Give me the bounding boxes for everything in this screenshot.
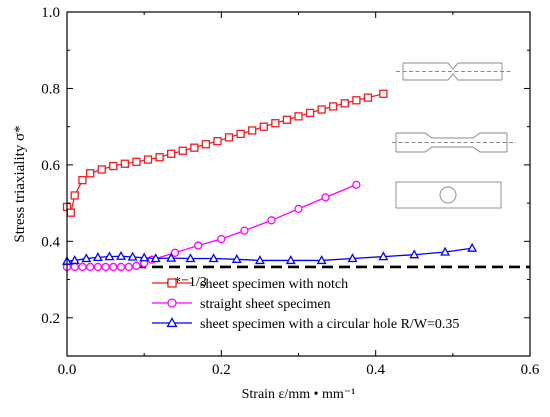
- x-tick-label: 0.2: [212, 362, 231, 378]
- series-3-point: [139, 252, 150, 262]
- series-2-point: [352, 180, 361, 189]
- legend-label-2: straight sheet specimen: [200, 297, 331, 312]
- series-1-point: [132, 157, 141, 166]
- series-1-point: [248, 126, 257, 135]
- series-3-point: [440, 246, 451, 256]
- series-3-point: [409, 249, 420, 259]
- series-1-point: [78, 176, 87, 185]
- series-3-point: [208, 253, 219, 263]
- series-2-point: [321, 193, 330, 202]
- y-tick-label: 0.6: [41, 158, 60, 174]
- series-2-point: [170, 248, 180, 257]
- series-1-point: [201, 140, 211, 149]
- legend-label-3: sheet specimen with a circular hole R/W=…: [200, 317, 459, 332]
- series-2-point: [86, 262, 95, 272]
- series-1-point: [363, 93, 373, 102]
- series-3-point: [378, 251, 389, 261]
- series-2-point: [240, 226, 249, 235]
- series-1-point: [259, 122, 268, 131]
- y-axis-label: Stress triaxiality σ*: [12, 125, 28, 242]
- series-2-point: [109, 262, 118, 272]
- series-2-point: [132, 261, 141, 270]
- straight-specimen-sketch: [392, 132, 516, 153]
- x-tick-label: 0.6: [521, 362, 540, 378]
- series-1-point: [329, 102, 338, 111]
- series-3-point: [231, 253, 242, 263]
- series-3-point: [104, 251, 115, 261]
- series-3-point: [166, 252, 177, 262]
- series-2-point: [124, 262, 133, 272]
- series-2-point: [78, 262, 87, 272]
- axes: 0.0 0.2 0.4 0.6 0.2 0.4 0.6 0.8 1.0 Strain ε/mm •…: [12, 5, 540, 402]
- series-1-point: [236, 129, 245, 139]
- series-1-point: [109, 161, 118, 171]
- series-1-point: [282, 115, 292, 124]
- series-1-point: [213, 137, 222, 146]
- y-tick-label: 0.8: [41, 81, 60, 97]
- y-tick-label: 0.2: [41, 311, 60, 327]
- series-2-point: [217, 234, 226, 244]
- series-3-point: [92, 252, 103, 262]
- specimen-sketches: [392, 62, 516, 209]
- series-1-point: [86, 169, 95, 178]
- series-2-point: [101, 262, 110, 272]
- legend-marker-1: [167, 278, 177, 288]
- series-2-point: [93, 262, 103, 272]
- series-1-point: [143, 155, 153, 164]
- series-1-point: [190, 143, 199, 152]
- series-1-point: [155, 153, 164, 162]
- series-1-point: [340, 99, 349, 108]
- legend-marker-2: [167, 298, 177, 308]
- legend: sheet specimen with notch straight sheet …: [152, 277, 459, 332]
- series-2-point: [294, 204, 303, 213]
- series-1-point: [178, 146, 187, 155]
- series-1-point: [120, 159, 130, 168]
- series-1-point: [167, 149, 176, 158]
- x-tick-label: 0.0: [58, 362, 77, 378]
- series-3-point: [69, 255, 80, 265]
- series-1-point: [305, 108, 315, 118]
- legend-label-1: sheet specimen with notch: [200, 277, 348, 292]
- legend-marker-3: [166, 317, 178, 328]
- x-tick-label: 0.4: [366, 362, 385, 378]
- series-1-point: [317, 105, 326, 114]
- series-2-point: [267, 216, 276, 225]
- y-tick-label: 1.0: [41, 5, 60, 21]
- series-2-point: [116, 262, 126, 272]
- series-3-point: [254, 255, 265, 265]
- notched-specimen-sketch: [396, 62, 512, 81]
- series-3-point: [467, 242, 478, 252]
- series-1-point: [224, 133, 234, 142]
- series-3-point: [116, 250, 126, 260]
- y-tick-label: 0.4: [41, 234, 60, 250]
- series-3-point: [150, 253, 161, 263]
- series-3-point: [185, 253, 196, 263]
- x-axis-label: Strain ε/mm • mm⁻¹: [242, 387, 356, 402]
- series-1-point: [379, 89, 388, 98]
- series-3-point: [316, 255, 327, 265]
- plot-area: σ*=1/3: [62, 89, 530, 290]
- series-1-point: [97, 165, 106, 174]
- series-1-point: [70, 191, 79, 200]
- series-3-point: [347, 253, 358, 263]
- series-3-point: [127, 251, 138, 261]
- series-3-point: [285, 255, 296, 265]
- series-1-point: [352, 96, 361, 105]
- series-2-point: [194, 241, 203, 250]
- series-1-point: [66, 208, 76, 217]
- circular-hole-specimen-sketch: [395, 181, 502, 209]
- series-1-point: [294, 112, 303, 121]
- series-1-point: [271, 119, 280, 128]
- series-2-point: [70, 262, 79, 272]
- series-3-point: [81, 253, 92, 263]
